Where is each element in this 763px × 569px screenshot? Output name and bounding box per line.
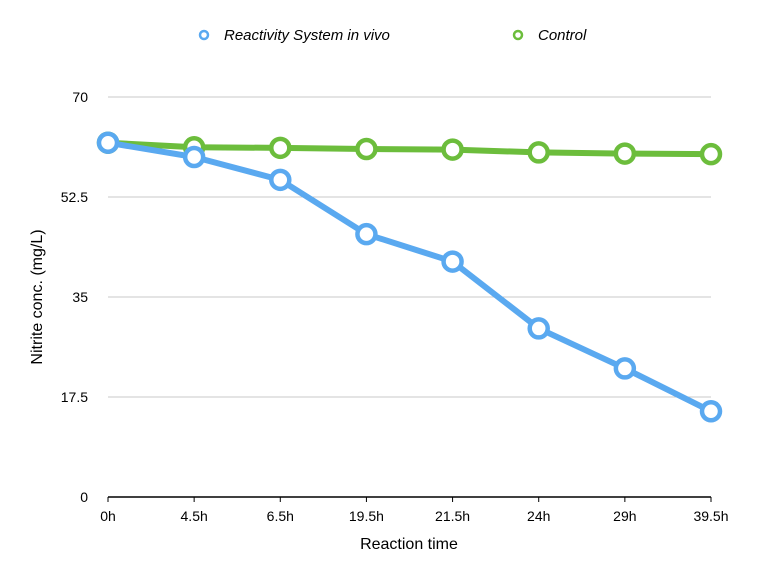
y-axis-title: Nitrite conc. (mg/L) (29, 229, 46, 364)
data-point (96, 131, 120, 154)
x-axis-title: Reaction time (360, 536, 458, 553)
series-0 (96, 131, 723, 423)
y-tick-label: 70 (72, 89, 88, 105)
series-layer (96, 131, 723, 423)
data-point (699, 400, 723, 423)
x-tick-label: 4.5h (181, 508, 208, 524)
axes: 0 17.5 35 52.5 70 0h 4.5h 6.5h 19.5h 21.5h 24h 29h 3… (61, 89, 729, 524)
data-point (613, 357, 637, 380)
data-point (527, 317, 550, 340)
x-tick-label: 0h (100, 508, 116, 524)
gridlines (108, 96, 711, 398)
data-point (355, 137, 378, 161)
x-tick-label: 24h (527, 508, 550, 524)
data-point (355, 222, 378, 246)
data-point (269, 168, 292, 192)
x-tick-label: 29h (613, 508, 636, 524)
legend-label: Control (538, 27, 587, 44)
data-point (527, 141, 550, 164)
series-line (105, 139, 714, 415)
data-point (182, 145, 206, 169)
data-point (269, 136, 292, 160)
y-tick-label: 17.5 (61, 389, 88, 405)
x-tick-label: 21.5h (435, 508, 470, 524)
x-tick-label: 19.5h (349, 508, 384, 524)
legend: Reactivity System in vivo Control (198, 27, 587, 44)
legend-marker (512, 29, 524, 41)
y-tick-label: 52.5 (61, 189, 88, 205)
data-point (441, 250, 464, 273)
data-point (441, 138, 464, 161)
x-tick-label: 39.5h (693, 508, 728, 524)
legend-label: Reactivity System in vivo (224, 27, 390, 44)
y-tick-label: 35 (72, 289, 88, 305)
series-line (105, 139, 714, 158)
x-tick-label: 6.5h (267, 508, 294, 524)
legend-marker (198, 29, 210, 41)
data-point (699, 142, 723, 166)
y-tick-label: 0 (80, 489, 88, 505)
data-point (613, 142, 637, 165)
